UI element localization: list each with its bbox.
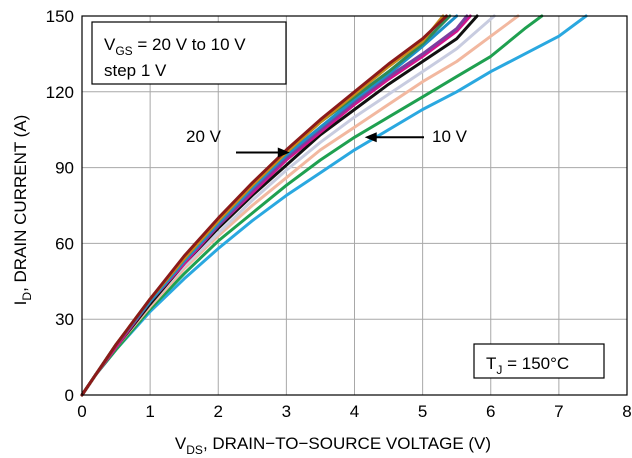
legend-box-frame (91, 21, 287, 85)
x-tick-label: 8 (622, 402, 631, 421)
temperature-box-frame (473, 343, 605, 379)
y-tick-label: 120 (46, 83, 74, 102)
temperature-box: TJ = 150°C (473, 343, 605, 379)
series-layer (80, 14, 588, 397)
y-tick-label: 30 (55, 310, 74, 329)
x-tick-label: 3 (282, 402, 291, 421)
x-tick-label: 0 (77, 402, 86, 421)
y-tick-label: 0 (65, 386, 74, 405)
y-tick-label: 60 (55, 234, 74, 253)
arrow-20v-head (277, 147, 290, 158)
legend-line-1: VGS = 20 V to 10 V (104, 35, 246, 58)
y-tick-label: 90 (55, 159, 74, 178)
plot-area-frame (81, 15, 628, 396)
series-line (80, 14, 544, 397)
x-tick-label: 6 (486, 402, 495, 421)
annotations: 20 V 10 V (186, 127, 468, 158)
arrow-10v-head (364, 132, 377, 143)
y-axis-label: ID, DRAIN CURRENT (A) (11, 115, 34, 306)
x-tick-label: 2 (214, 402, 223, 421)
x-tick-label: 7 (554, 402, 563, 421)
x-tick-label: 1 (145, 402, 154, 421)
legend-line-2: step 1 V (104, 61, 167, 80)
series-line (80, 14, 448, 397)
temperature-label: TJ = 150°C (486, 354, 569, 377)
annotation-20v: 20 V (186, 127, 222, 146)
x-tick-label: 5 (418, 402, 427, 421)
x-tick-label: 4 (350, 402, 359, 421)
tick-labels: 0 1 2 3 4 5 6 7 8 0 30 60 90 120 150 (46, 7, 632, 421)
x-axis-label: VDS, DRAIN−TO−SOURCE VOLTAGE (V) (175, 434, 491, 457)
annotation-10v: 10 V (432, 127, 468, 146)
y-tick-label: 150 (46, 7, 74, 26)
legend-box: VGS = 20 V to 10 V step 1 V (91, 21, 287, 85)
